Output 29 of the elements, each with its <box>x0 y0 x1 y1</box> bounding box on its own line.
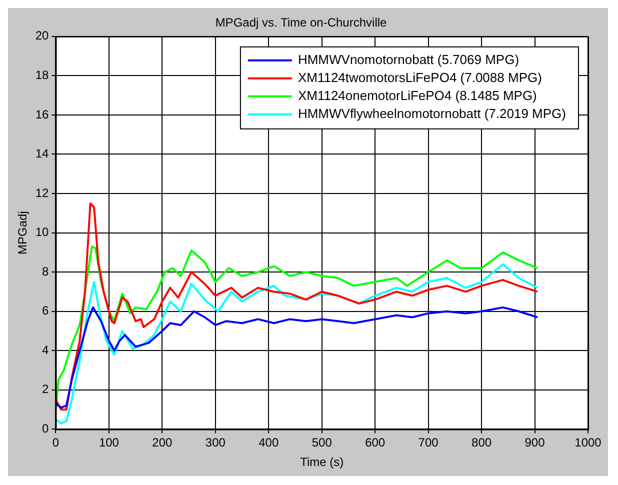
legend-label: XM1124onemotorLiFePO4 (8.1485 MPG) <box>298 88 537 103</box>
y-tick-label: 6 <box>42 304 50 318</box>
x-axis-title: Time (s) <box>300 455 344 470</box>
y-tick-label: 2 <box>42 382 50 396</box>
x-tick-label: 800 <box>472 436 492 450</box>
legend-label: HMMWVnomotornobatt (5.7069 MPG) <box>298 52 520 67</box>
x-tick-label: 500 <box>312 436 332 450</box>
y-axis-title: MPGadj <box>16 211 30 254</box>
y-tick-label: 10 <box>35 225 50 240</box>
x-tick-label: 100 <box>98 436 120 450</box>
y-tick-label: 4 <box>42 342 50 357</box>
x-tick-label: 0 <box>52 436 60 450</box>
x-tick-label: 300 <box>205 436 226 450</box>
x-tick-label: 400 <box>258 436 279 450</box>
legend-label: XM1124twomotorsLiFePO4 (7.0088 MPG) <box>298 70 542 85</box>
y-tick-label: 18 <box>35 68 50 82</box>
y-tick-label: 0 <box>42 422 50 436</box>
y-tick-label: 20 <box>35 28 50 43</box>
y-tick-label: 12 <box>35 186 50 200</box>
x-tick-label: 900 <box>524 436 546 450</box>
x-tick-label: 200 <box>152 436 173 450</box>
y-tick-label: 8 <box>42 264 50 278</box>
legend-label: HMMWVflywheelnomotornobatt (7.2019 MPG) <box>298 106 566 121</box>
y-tick-label: 14 <box>35 146 50 161</box>
chart-title: MPGadj vs. Time on-Churchville <box>215 16 388 30</box>
x-tick-label: 1000 <box>574 436 602 450</box>
x-tick-label: 700 <box>418 436 439 450</box>
x-tick-label: 600 <box>365 436 386 450</box>
y-tick-label: 16 <box>35 107 50 122</box>
